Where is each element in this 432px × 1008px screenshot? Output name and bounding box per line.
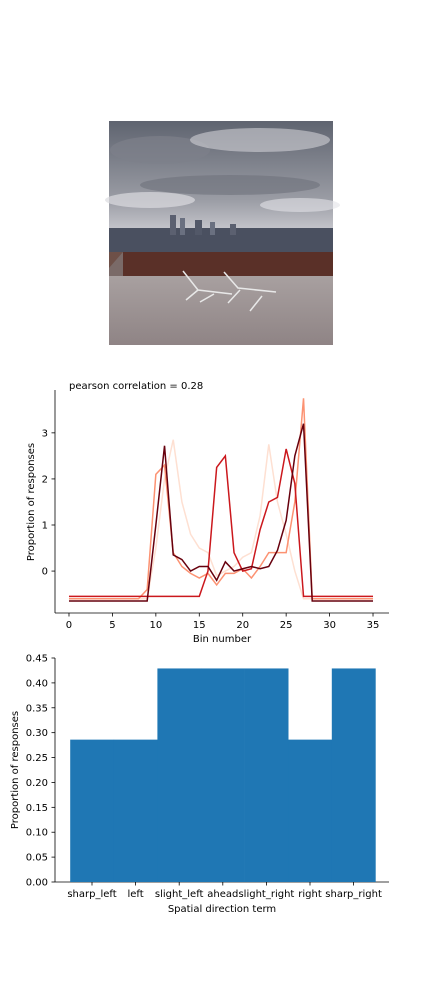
- x-tick-label: sharp_left: [67, 889, 116, 900]
- y-tick-label: 0.15: [26, 803, 48, 814]
- y-tick-label: 0.25: [26, 753, 48, 764]
- y-tick-label: 0.00: [26, 878, 48, 889]
- bar: [288, 739, 333, 882]
- bar: [331, 668, 376, 882]
- y-tick-label: 0.40: [26, 678, 48, 689]
- y-tick-label: 0.45: [26, 654, 48, 665]
- x-tick-label: 30: [323, 620, 336, 631]
- annotation: pearson correlation = 0.28: [69, 381, 203, 392]
- y-tick-label: 2: [42, 474, 48, 485]
- x-tick-label: 35: [367, 620, 380, 631]
- x-tick-label: 25: [280, 620, 293, 631]
- x-tick-label: 10: [149, 620, 162, 631]
- x-tick-label: slight_right: [238, 889, 294, 900]
- y-tick-label: 0.20: [26, 778, 48, 789]
- bar: [244, 668, 289, 882]
- series-line: [68, 398, 374, 600]
- x-tick-label: left: [127, 889, 143, 900]
- y-tick-label: 0.30: [26, 728, 48, 739]
- x-tick-label: 20: [236, 620, 249, 631]
- x-axis-label: Spatial direction term: [168, 904, 276, 915]
- series-line: [68, 423, 374, 602]
- y-tick-label: 0: [42, 567, 48, 578]
- x-tick-label: slight_left: [155, 889, 204, 900]
- bar: [70, 739, 115, 882]
- y-axis-label: Proportion of responses: [26, 443, 37, 561]
- photo: [105, 121, 340, 345]
- x-axis-label: Bin number: [193, 634, 252, 645]
- x-tick-label: right: [298, 889, 322, 900]
- x-tick-label: 15: [193, 620, 206, 631]
- y-tick-label: 0.10: [26, 828, 48, 839]
- y-axis-label: Proportion of responses: [10, 711, 21, 829]
- x-tick-label: ahead: [207, 889, 238, 900]
- x-tick-label: 5: [109, 620, 115, 631]
- series-line: [68, 439, 374, 600]
- y-tick-label: 1: [42, 520, 48, 531]
- x-tick-label: 0: [66, 620, 72, 631]
- bar: [157, 668, 202, 882]
- x-tick-label: sharp_right: [325, 889, 382, 900]
- y-tick-label: 0.05: [26, 853, 48, 864]
- line-axes: [54, 390, 389, 614]
- y-tick-label: 0.35: [26, 703, 48, 714]
- bar: [113, 739, 158, 882]
- y-tick-label: 3: [42, 428, 48, 439]
- bar: [201, 668, 245, 882]
- series-line: [68, 448, 374, 598]
